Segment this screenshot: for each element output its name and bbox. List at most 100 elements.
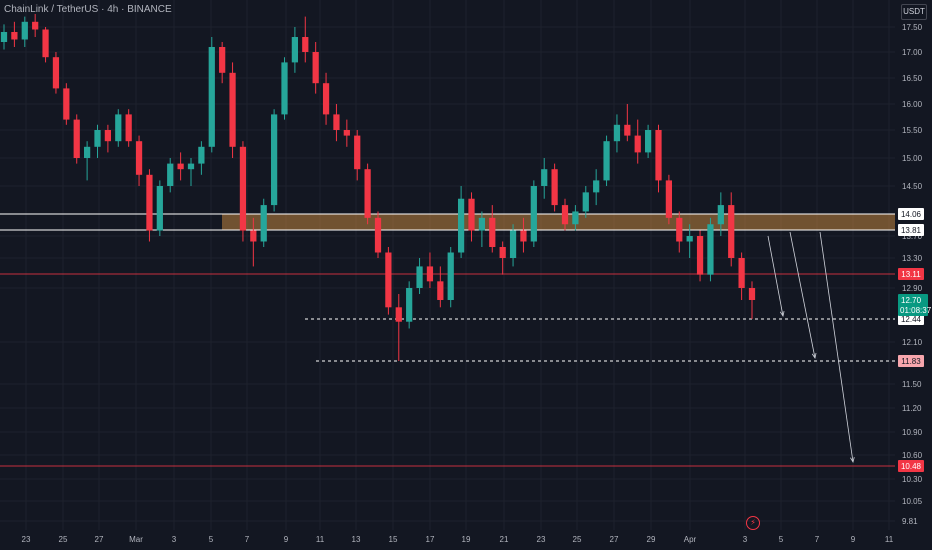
candle-body bbox=[291, 37, 299, 63]
price-tag-13-11-bg bbox=[898, 268, 924, 280]
countdown-label: 01:08:37 bbox=[900, 306, 932, 315]
candle-body bbox=[83, 146, 91, 158]
candle-body bbox=[42, 29, 49, 58]
projection-arrow bbox=[767, 235, 784, 317]
candle-body bbox=[281, 62, 288, 115]
price-tick-label: 11.50 bbox=[902, 380, 922, 389]
candle-body bbox=[509, 230, 517, 258]
candle-body bbox=[187, 163, 195, 170]
candle-body bbox=[0, 32, 8, 42]
candle-body bbox=[593, 180, 600, 193]
candle-body bbox=[457, 198, 465, 253]
price-tick-label: 10.05 bbox=[902, 497, 923, 506]
time-tick-label: 29 bbox=[647, 535, 656, 544]
candle-body bbox=[104, 130, 112, 142]
time-tick-label: 17 bbox=[426, 535, 435, 544]
price-tick-label: 16.00 bbox=[902, 100, 923, 109]
price-tag-11-83: 11.83 bbox=[901, 357, 921, 366]
candle-body bbox=[156, 186, 163, 231]
currency-button[interactable]: USDT bbox=[901, 4, 927, 20]
candle-body bbox=[177, 163, 184, 170]
candle-body bbox=[343, 130, 350, 136]
price-tick-label: 11.20 bbox=[902, 404, 922, 413]
candle-body bbox=[94, 130, 101, 147]
price-tick-label: 15.00 bbox=[902, 154, 923, 163]
candle-body bbox=[624, 124, 631, 136]
time-tick-label: 21 bbox=[500, 535, 509, 544]
candles bbox=[0, 14, 756, 361]
candle-body bbox=[115, 114, 122, 142]
resistance-zone-layer bbox=[222, 214, 895, 230]
symbol-title: ChainLink / TetherUS · 4h · BINANCE bbox=[4, 4, 172, 15]
time-tick-label: 11 bbox=[316, 535, 325, 544]
projection-arrows bbox=[767, 231, 855, 464]
time-tick-label: 7 bbox=[815, 535, 820, 544]
candle-body bbox=[21, 21, 28, 40]
resistance-zone bbox=[222, 214, 895, 230]
time-tick-label: 7 bbox=[245, 535, 250, 544]
candle-body bbox=[11, 32, 18, 40]
candle-body bbox=[665, 180, 673, 218]
price-tick-label: 13.70 bbox=[902, 232, 923, 241]
arrow-head bbox=[779, 311, 785, 318]
time-tick-label: 25 bbox=[59, 535, 68, 544]
time-tick-label: 9 bbox=[284, 535, 289, 544]
candle-body bbox=[572, 211, 579, 225]
time-tick-label: 27 bbox=[95, 535, 104, 544]
candle-body bbox=[530, 186, 537, 242]
price-tag-14-06: 14.06 bbox=[901, 210, 922, 219]
candle-body bbox=[32, 21, 39, 30]
candle-body bbox=[73, 119, 80, 158]
candle-body bbox=[426, 266, 434, 282]
price-tick-label: 12.10 bbox=[902, 338, 923, 347]
time-tick-label: 19 bbox=[462, 535, 471, 544]
candle-body bbox=[167, 163, 174, 186]
price-tick-label: 10.30 bbox=[902, 475, 923, 484]
candle-body bbox=[198, 146, 205, 164]
candle-body bbox=[302, 37, 309, 52]
candle-body bbox=[239, 146, 247, 231]
time-tick-label: Mar bbox=[129, 535, 143, 544]
candle-body bbox=[146, 174, 153, 231]
candle-body bbox=[52, 57, 60, 89]
price-tick-label: 10.60 bbox=[902, 451, 923, 460]
arrow-head bbox=[850, 457, 855, 464]
candle-body bbox=[561, 205, 569, 225]
price-tag-10-48: 10.48 bbox=[901, 462, 922, 471]
time-tick-label: 5 bbox=[209, 535, 214, 544]
candle-body bbox=[520, 230, 527, 242]
price-tag-10-48-bg bbox=[898, 460, 924, 472]
price-tag-14-06-bg bbox=[898, 208, 924, 220]
candle-body bbox=[125, 114, 132, 142]
candle-body bbox=[437, 281, 444, 300]
arrow-head bbox=[811, 353, 817, 360]
time-tick-label: 9 bbox=[851, 535, 856, 544]
candle-body bbox=[322, 83, 330, 115]
candle-body bbox=[686, 236, 693, 242]
time-tick-label: 5 bbox=[779, 535, 784, 544]
current-price-tag-bg bbox=[898, 294, 928, 316]
candle-body bbox=[447, 252, 454, 300]
candle-body bbox=[385, 252, 392, 308]
current-price-label: 12.70 bbox=[901, 296, 922, 305]
time-tick-label: 3 bbox=[743, 535, 748, 544]
candle-body bbox=[738, 258, 745, 288]
candle-body bbox=[707, 224, 714, 275]
time-tick-label: 11 bbox=[885, 535, 894, 544]
price-tick-label: 16.50 bbox=[902, 74, 923, 83]
horizontal-levels bbox=[0, 213, 895, 467]
lightning-icon[interactable]: ⚡ bbox=[746, 516, 760, 530]
candle-body bbox=[748, 288, 756, 300]
price-tick-label: 17.00 bbox=[902, 48, 923, 57]
candle-body bbox=[63, 88, 70, 120]
price-tick-label: 15.50 bbox=[902, 126, 923, 135]
candle-body bbox=[135, 141, 143, 175]
candle-body bbox=[696, 236, 704, 275]
candle-body bbox=[582, 192, 589, 212]
time-tick-label: 3 bbox=[172, 535, 177, 544]
candle-body bbox=[333, 114, 340, 130]
candle-body bbox=[208, 47, 215, 147]
time-axis[interactable]: 23 25 27 Mar 3 5 7 9 11 13 15 17 19 21 23 25 27 29 Apr 3 5 7 9… bbox=[22, 535, 894, 544]
projection-arrow bbox=[789, 231, 816, 359]
